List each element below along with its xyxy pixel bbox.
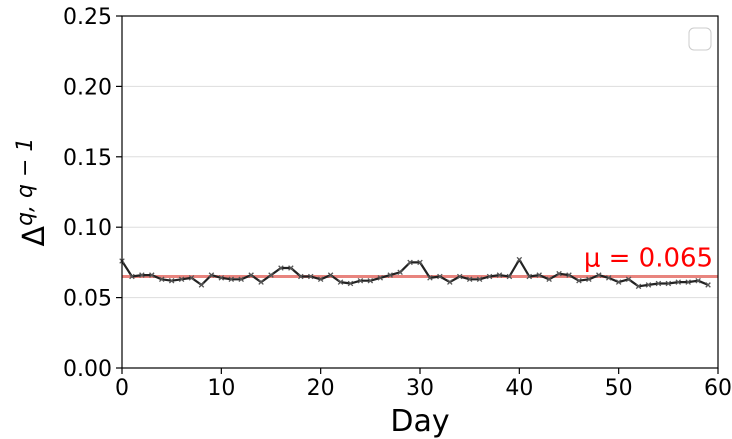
data-point	[258, 279, 264, 285]
x-tick-label: 50	[605, 376, 633, 401]
x-tick-label: 40	[505, 376, 533, 401]
y-axis-label-superscript: q, q − 1	[13, 138, 38, 226]
data-point	[437, 273, 443, 280]
plot-frame	[121, 15, 719, 369]
data-point	[635, 283, 642, 290]
data-point	[149, 272, 155, 278]
data-point	[129, 273, 135, 280]
y-tick-label: 0.05	[63, 287, 112, 312]
series-markers	[119, 256, 711, 290]
y-tick-label: 0.25	[63, 5, 112, 30]
x-axis-label: Day	[390, 404, 449, 439]
data-point	[377, 275, 384, 281]
y-tick-label: 0.10	[63, 216, 112, 241]
x-tick-label: 10	[207, 376, 235, 401]
data-point	[228, 276, 235, 283]
data-point	[705, 282, 711, 288]
data-point	[317, 276, 324, 283]
data-point	[427, 275, 433, 281]
data-point	[566, 272, 572, 278]
x-tick-label: 60	[704, 376, 732, 401]
data-point	[307, 273, 314, 280]
data-point	[546, 276, 552, 283]
legend-box	[688, 27, 712, 51]
data-point	[357, 277, 364, 284]
data-point	[645, 282, 652, 288]
data-point	[347, 280, 354, 287]
data-point	[198, 282, 205, 288]
mean-annotation: μ = 0.065	[584, 243, 713, 273]
data-point	[337, 279, 344, 285]
data-point	[158, 276, 165, 283]
data-point	[268, 272, 274, 278]
data-point	[526, 273, 533, 280]
grid-lines	[122, 85, 718, 299]
data-point	[298, 273, 304, 280]
data-point	[476, 276, 483, 283]
data-point	[486, 273, 493, 280]
series-line	[121, 258, 709, 288]
data-point	[178, 276, 185, 283]
data-point	[188, 275, 195, 281]
data-point	[695, 277, 701, 284]
x-tick-label: 0	[115, 376, 129, 401]
data-point	[218, 275, 225, 281]
data-point	[506, 273, 513, 280]
data-point	[596, 272, 602, 278]
data-point	[675, 279, 682, 285]
data-point	[466, 276, 473, 283]
data-point	[139, 272, 145, 278]
x-tick-label: 30	[406, 376, 434, 401]
data-point	[208, 272, 215, 278]
data-point	[288, 265, 294, 271]
data-point	[456, 273, 463, 280]
data-point	[278, 265, 284, 271]
y-axis-ticks: 0.00 0.05 0.10 0.15 0.20 0.25	[63, 5, 122, 382]
y-axis-label-base: Δ	[17, 225, 52, 246]
data-point	[655, 280, 662, 287]
data-point	[387, 272, 393, 278]
data-point	[447, 279, 453, 285]
data-point	[417, 259, 423, 266]
y-tick-label: 0.15	[63, 146, 112, 171]
data-point	[516, 256, 523, 263]
data-point	[586, 276, 592, 283]
x-axis-ticks: 0 10 20 30 40 50 60	[115, 368, 732, 401]
y-tick-label: 0.20	[63, 75, 112, 100]
data-point	[327, 272, 334, 278]
data-point	[248, 272, 254, 278]
data-point	[168, 277, 175, 284]
series-polyline	[121, 258, 709, 288]
data-point	[397, 269, 403, 276]
data-point	[605, 275, 612, 281]
data-point	[536, 272, 542, 278]
data-point	[685, 279, 691, 285]
y-axis-label: Δq, q − 1	[13, 138, 52, 247]
data-point	[556, 270, 562, 277]
data-point	[496, 272, 503, 278]
data-point	[625, 276, 632, 283]
x-tick-label: 20	[307, 376, 335, 401]
data-point	[407, 259, 413, 266]
data-point	[367, 277, 374, 284]
data-point	[615, 279, 622, 285]
y-tick-label: 0.00	[63, 357, 112, 382]
data-point	[238, 276, 244, 283]
data-point	[665, 280, 672, 287]
data-point	[576, 277, 582, 284]
